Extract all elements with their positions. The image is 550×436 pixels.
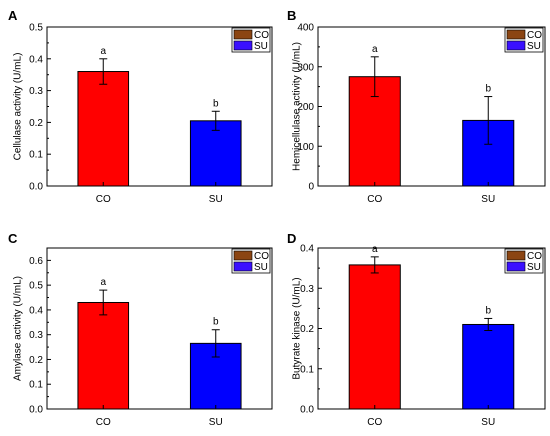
x-tick-label: CO: [367, 194, 382, 205]
y-tick-label: 0.5: [29, 23, 43, 34]
panel-b: B 0 100 200 300 400 Hemicellulase activity (U/…: [287, 8, 546, 205]
panel-letter: D: [287, 231, 296, 246]
y-tick-label: 0.1: [29, 380, 43, 391]
y-axis-label: Cellulase activity (U/mL): [12, 53, 23, 161]
legend-swatch: [233, 29, 253, 40]
significance-letter: a: [100, 277, 106, 288]
y-tick-label: 0.0: [300, 405, 314, 416]
legend-label: CO: [254, 251, 269, 262]
y-axis-label: Hemicellulase activity (U/mL): [291, 42, 302, 171]
panel-c: C 0.0 0.1 0.2 0.3 0.4 0.5 0.6 Amylase activity (…: [8, 231, 273, 428]
y-tick-label: 0.0: [29, 405, 43, 416]
legend-swatch: [233, 250, 253, 261]
y-tick-label: 0.6: [29, 256, 43, 267]
y-tick-label: 0.2: [29, 118, 43, 129]
x-tick-label: SU: [481, 194, 495, 205]
significance-letter: a: [372, 44, 378, 55]
panel-a: A 0.0 0.1 0.2 0.3 0.4 0.5 Cellulase activity (U…: [8, 8, 273, 205]
legend-label: SU: [254, 262, 268, 273]
y-tick-label: 0: [308, 182, 314, 193]
legend-label: CO: [527, 30, 542, 41]
y-tick-label: 200: [297, 102, 314, 113]
significance-letter: b: [485, 84, 491, 95]
legend-label: SU: [254, 41, 268, 52]
panel-letter: B: [287, 8, 296, 23]
legend-swatch: [233, 40, 253, 51]
plot-frame: [46, 247, 273, 410]
legend-swatch: [233, 261, 253, 272]
legend-label: CO: [527, 251, 542, 262]
panel-letter: C: [8, 231, 18, 246]
y-tick-label: 400: [297, 23, 314, 34]
x-tick-label: CO: [96, 417, 111, 428]
legend-swatch: [506, 261, 526, 272]
x-tick-label: SU: [481, 417, 495, 428]
bar-co: [77, 301, 130, 410]
significance-letter: a: [100, 46, 106, 57]
significance-letter: a: [372, 244, 378, 255]
bar-co: [77, 71, 130, 187]
y-tick-label: 0.2: [300, 324, 314, 335]
legend-label: CO: [254, 30, 269, 41]
y-tick-label: 100: [297, 142, 314, 153]
y-tick-label: 0.3: [29, 86, 43, 97]
y-tick-label: 0.1: [300, 364, 314, 375]
y-tick-label: 0.5: [29, 281, 43, 292]
y-tick-label: 0.3: [300, 284, 314, 295]
y-tick-label: 0.1: [29, 150, 43, 161]
x-tick-label: SU: [209, 417, 223, 428]
x-tick-label: SU: [209, 194, 223, 205]
y-tick-label: 300: [297, 62, 314, 73]
legend-swatch: [506, 250, 526, 261]
legend-label: SU: [527, 262, 541, 273]
y-axis-label: Amylase activity (U/mL): [12, 276, 23, 381]
significance-letter: b: [213, 98, 219, 109]
y-tick-label: 0.4: [300, 244, 314, 255]
y-tick-label: 0.2: [29, 355, 43, 366]
panel-d: D 0.0 0.1 0.2 0.3 0.4 Butyrate kinase (U/mL) a C…: [287, 231, 546, 428]
y-tick-label: 0.3: [29, 330, 43, 341]
significance-letter: b: [213, 317, 219, 328]
legend-label: SU: [527, 41, 541, 52]
y-tick-label: 0.4: [29, 54, 43, 65]
significance-letter: b: [485, 305, 491, 316]
legend-swatch: [506, 29, 526, 40]
y-tick-label: 0.4: [29, 305, 43, 316]
bar-co: [348, 264, 401, 410]
x-tick-label: CO: [96, 194, 111, 205]
panel-letter: A: [8, 8, 18, 23]
x-tick-label: CO: [367, 417, 382, 428]
bar-su: [462, 323, 515, 410]
legend-swatch: [506, 40, 526, 51]
y-tick-label: 0.0: [29, 182, 43, 193]
y-axis-label: Butyrate kinase (U/mL): [291, 277, 302, 379]
